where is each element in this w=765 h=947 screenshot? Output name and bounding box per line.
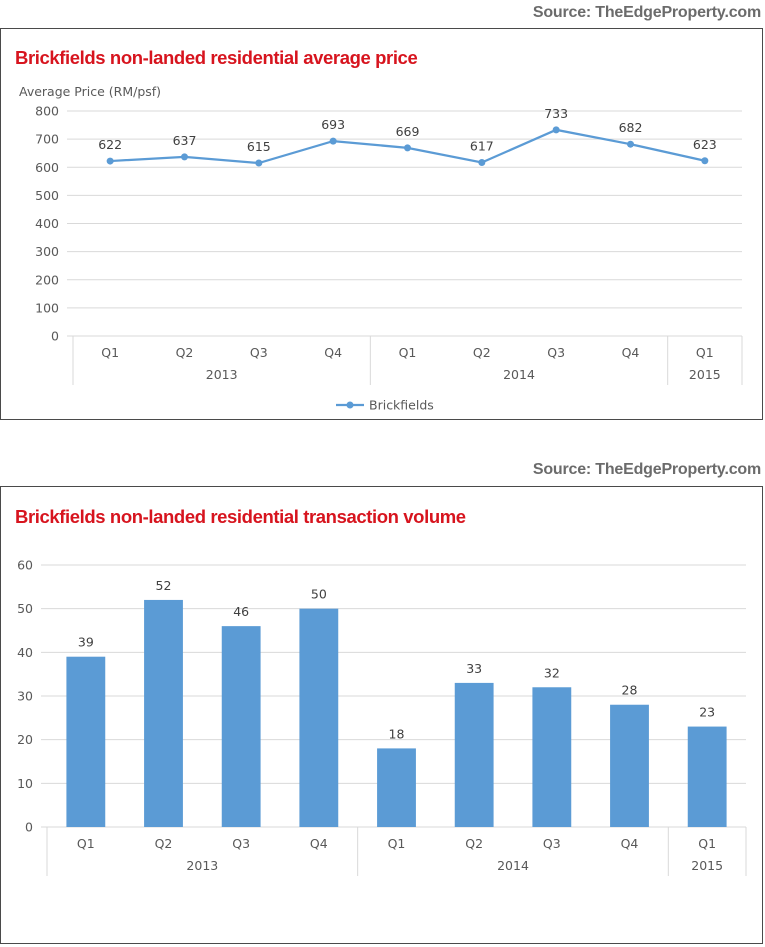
price-line-chart: Average Price (RM/psf) 0 100 200 300 400 500 60… — [19, 84, 743, 413]
group-label-2014: 2014 — [497, 858, 529, 873]
bar — [454, 682, 494, 827]
legend-swatch-marker — [346, 401, 354, 409]
data-label: 33 — [466, 661, 482, 676]
data-label: 18 — [389, 726, 405, 741]
y-tick-label: 200 — [35, 272, 59, 287]
volume-chart-panel: Brickfields non-landed residential trans… — [0, 486, 763, 944]
x-tick-label: Q4 — [310, 836, 328, 851]
data-label: 623 — [693, 137, 717, 152]
data-label: 617 — [470, 138, 494, 153]
bar — [299, 608, 339, 827]
data-point — [329, 137, 337, 145]
y-tick-label: 0 — [25, 820, 33, 835]
y-tick-label: 20 — [17, 732, 33, 747]
data-point — [106, 157, 114, 165]
data-label: 39 — [78, 635, 94, 650]
volume-chart-title: Brickfields non-landed residential trans… — [15, 506, 466, 527]
y-tick-label: 0 — [51, 329, 59, 344]
x-tick-label: Q1 — [388, 836, 406, 851]
data-label: 28 — [622, 683, 638, 698]
data-point — [627, 140, 634, 148]
x-tick-label: Q3 — [543, 836, 561, 851]
x-tick-label: Q1 — [101, 345, 119, 360]
bar — [532, 687, 572, 827]
bar — [144, 599, 183, 827]
data-point — [255, 159, 263, 167]
y-tick-label: 300 — [35, 244, 59, 259]
data-label: 693 — [321, 117, 345, 132]
price-chart-panel: Brickfields non-landed residential avera… — [0, 28, 763, 420]
data-label: 622 — [98, 137, 122, 152]
group-label-2013: 2013 — [206, 367, 238, 382]
data-point — [404, 144, 411, 152]
x-tick-label: Q4 — [622, 345, 640, 360]
x-tick-label: Q3 — [232, 836, 250, 851]
y-tick-label: 50 — [17, 601, 33, 616]
bar — [221, 626, 261, 827]
source-label-2: Source: TheEdgeProperty.com — [532, 461, 761, 478]
data-label: 682 — [619, 120, 643, 135]
x-tick-label: Q4 — [324, 345, 342, 360]
x-tick-label: Q2 — [473, 345, 491, 360]
source-label-1: Source: TheEdgeProperty.com — [532, 4, 761, 21]
data-label: 669 — [396, 124, 420, 139]
group-label-2014: 2014 — [503, 367, 535, 382]
y-tick-label: 400 — [35, 216, 59, 231]
bar — [610, 704, 649, 827]
y-tick-label: 600 — [35, 160, 59, 175]
x-tick-label: Q2 — [176, 345, 194, 360]
x-tick-label: Q3 — [547, 345, 565, 360]
group-label-2013: 2013 — [186, 858, 218, 873]
group-label-2015: 2015 — [689, 367, 721, 382]
y-tick-label: 10 — [17, 776, 33, 791]
y-tick-label: 30 — [17, 689, 33, 704]
price-chart-title: Brickfields non-landed residential avera… — [15, 47, 418, 68]
data-label: 23 — [699, 705, 715, 720]
y-tick-label: 40 — [17, 645, 33, 660]
x-tick-label: Q1 — [77, 836, 95, 851]
bar — [66, 656, 106, 827]
data-point — [701, 157, 709, 165]
data-label: 733 — [544, 106, 568, 121]
group-label-2015: 2015 — [691, 858, 723, 873]
data-label: 32 — [544, 665, 560, 680]
x-tick-label: Q2 — [465, 836, 483, 851]
y-tick-label: 60 — [17, 558, 33, 573]
x-tick-label: Q1 — [698, 836, 716, 851]
y-tick-label: 500 — [35, 188, 59, 203]
data-point — [478, 158, 486, 166]
bar — [377, 748, 416, 827]
data-label: 615 — [247, 139, 271, 154]
bar — [687, 726, 727, 827]
legend-label: Brickfields — [369, 398, 434, 413]
volume-bar-chart: 0 10 20 30 40 50 60 2013 2014 2015 Q1 Q2 Q3 Q4 Q1 Q2 Q3 Q… — [17, 558, 747, 876]
data-label: 50 — [311, 587, 327, 602]
x-tick-label: Q3 — [250, 345, 268, 360]
y-axis-title: Average Price (RM/psf) — [19, 84, 161, 99]
x-tick-label: Q1 — [399, 345, 417, 360]
data-point — [552, 126, 560, 134]
x-tick-label: Q4 — [621, 836, 639, 851]
x-tick-label: Q2 — [155, 836, 173, 851]
y-tick-label: 100 — [35, 300, 59, 315]
data-point — [181, 153, 188, 161]
data-label: 637 — [173, 133, 197, 148]
data-label: 52 — [156, 578, 172, 593]
data-label: 46 — [233, 604, 249, 619]
x-tick-label: Q1 — [696, 345, 714, 360]
y-tick-label: 800 — [35, 104, 59, 119]
y-tick-label: 700 — [35, 132, 59, 147]
